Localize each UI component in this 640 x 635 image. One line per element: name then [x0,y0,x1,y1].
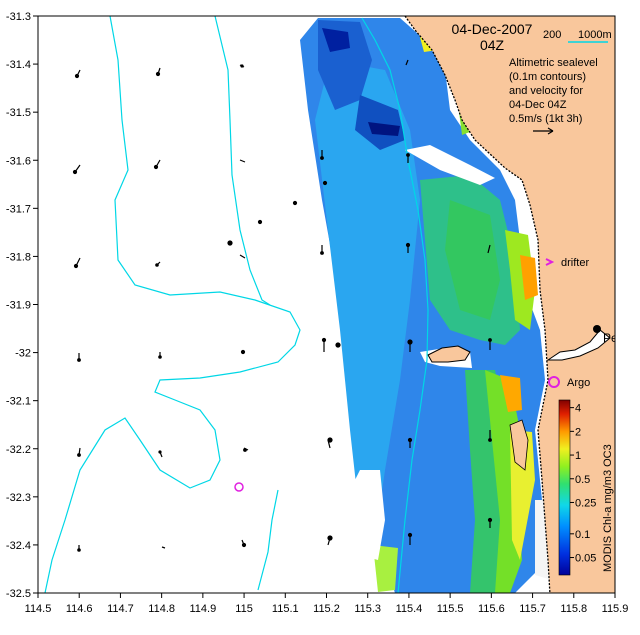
legend-line-1: Altimetric sealevel [509,57,598,69]
perth-marker[interactable] [593,325,601,333]
y-tick-label: -32 [15,348,31,360]
x-tick-label: 115.9 [602,603,629,615]
legend-line-4: 04-Dec 04Z [509,99,567,111]
colorbar-caption: MODIS Chl-a mg/m3 OC3 [602,444,614,572]
reference-arrow [533,127,554,135]
x-tick-label: 115.3 [354,603,381,615]
y-tick-label: -32.4 [6,540,31,552]
y-tick-label: -31.7 [6,203,31,215]
colorbar [558,399,571,576]
colorbar-tick-label: 0.25 [575,497,596,509]
x-tick-label: 115.8 [560,603,587,615]
bathymetry-contours [44,16,429,593]
x-tick-label: 115.4 [396,603,423,615]
y-tick-label: -31.3 [6,11,31,23]
x-tick-label: 114.5 [25,603,52,615]
argo-label: Argo [567,377,590,389]
y-tick-label: -32.5 [6,588,31,600]
colorbar-tick-label: 0.1 [575,529,590,541]
x-tick-label: 115.5 [437,603,464,615]
coastline [404,16,551,593]
colorbar-tick-label: 2 [575,426,581,438]
drifter-label: drifter [561,257,589,269]
velocity-arrows [72,59,493,552]
garden-island [509,419,529,471]
x-tick-label: 115 [235,603,253,615]
y-tick-label: -31.4 [6,59,31,71]
y-axis: -31.3 -31.4 -31.5 -31.6 -31.7 -31.8 -31.9 -32 -3… [6,11,38,600]
bathy-legend-left: 200 [543,29,561,41]
legend-line-3: and velocity for [509,85,583,97]
perth-label: Perth [603,331,632,345]
x-tick-label: 114.8 [148,603,175,615]
argo-offshore-marker[interactable] [234,482,244,492]
x-tick-label: 114.7 [107,603,134,615]
y-tick-label: -31.8 [6,251,31,263]
title-time: 04Z [480,37,505,53]
colorbar-tick-label: 0.5 [575,474,590,486]
x-tick-label: 114.9 [189,603,216,615]
y-tick-label: -31.5 [6,107,31,119]
drifter-marker[interactable] [545,258,555,266]
y-tick-label: -32.2 [6,444,31,456]
legend-line-2: (0.1m contours) [509,71,586,83]
argo-marker[interactable] [548,376,560,388]
y-tick-label: -32.3 [6,492,31,504]
copyright-caption: © IMOS 22-Apr-2015 16:16:58 Hobart time [618,373,630,582]
x-tick-label: 114.6 [66,603,93,615]
x-tick-label: 115.1 [272,603,299,615]
x-axis: 114.5 114.6 114.7 114.8 114.9 115 115.1 115.2 11… [25,593,629,615]
colorbar-tick-label: 0.05 [575,553,596,565]
x-tick-label: 115.2 [313,603,340,615]
colorbar-ticks: 4 2 1 0.5 0.25 0.1 0.05 [570,403,596,565]
rottnest-island [427,345,471,363]
colorbar-tick-label: 1 [575,450,581,462]
x-tick-label: 115.6 [478,603,505,615]
chlorophyll-field [300,18,552,593]
bathy-legend-right: 1000m [578,29,612,41]
title-date: 04-Dec-2007 [452,21,533,37]
colorbar-tick-label: 4 [575,403,581,415]
swan-river [546,329,611,361]
x-tick-label: 115.7 [519,603,546,615]
y-tick-label: -31.6 [6,155,31,167]
y-tick-label: -31.9 [6,300,31,312]
legend-line-5: 0.5m/s (1kt 3h) [509,113,582,125]
y-tick-label: -32.1 [6,396,31,408]
